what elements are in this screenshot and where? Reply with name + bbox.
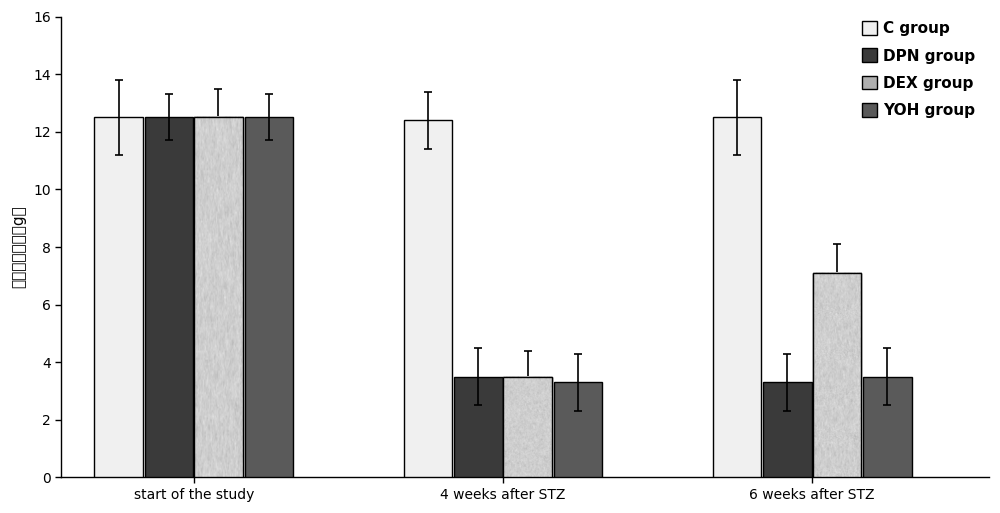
Bar (404, 121, 452, 478)
Bar (763, 382, 812, 478)
Bar (813, 273, 861, 478)
Legend: C group, DPN group, DEX group, YOH group: C group, DPN group, DEX group, YOH group (856, 15, 981, 124)
Bar (194, 117, 243, 478)
Bar (713, 117, 761, 478)
Bar (194, 117, 243, 478)
Bar (503, 377, 552, 478)
Bar (813, 273, 861, 478)
Bar (454, 377, 503, 478)
Y-axis label: 机械缩足阀値（g）: 机械缩足阀値（g） (11, 206, 26, 288)
Bar (245, 117, 293, 478)
Bar (554, 382, 602, 478)
Bar (503, 377, 552, 478)
Bar (863, 377, 912, 478)
Bar (94, 117, 143, 478)
Bar (145, 117, 193, 478)
